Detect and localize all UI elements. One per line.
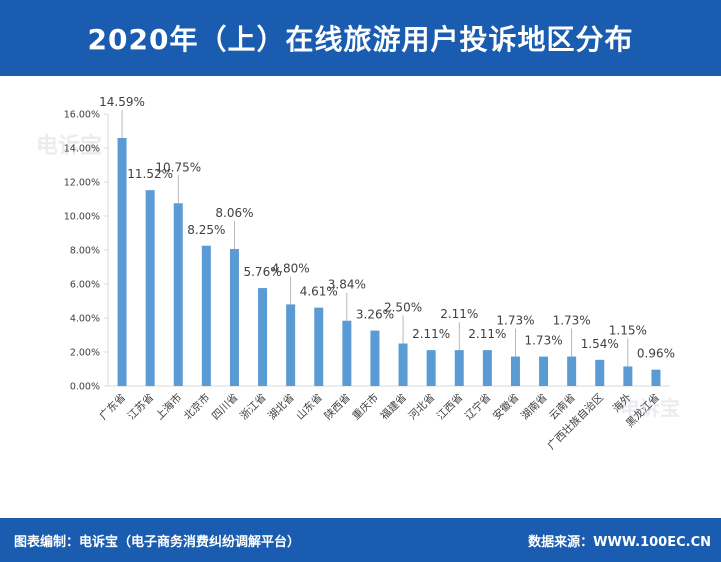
x-tick-label: 山东省 xyxy=(293,391,324,422)
x-tick-label: 安徽省 xyxy=(490,391,521,422)
y-tick-label: 4.00% xyxy=(70,314,100,325)
data-label: 1.73% xyxy=(553,314,591,328)
data-label: 5.76% xyxy=(243,265,281,279)
x-tick-label: 陕西省 xyxy=(322,391,353,422)
data-label: 2.11% xyxy=(440,307,478,321)
y-tick-label: 14.00% xyxy=(64,144,100,155)
bar xyxy=(145,190,155,386)
x-tick-label: 河北省 xyxy=(406,391,437,422)
x-tick-label: 福建省 xyxy=(378,391,409,422)
x-tick-label: 湖南省 xyxy=(518,391,549,422)
x-tick-label: 重庆市 xyxy=(350,391,381,422)
y-tick-label: 12.00% xyxy=(64,178,100,189)
data-label: 10.75% xyxy=(155,160,201,174)
bar xyxy=(651,369,661,386)
data-label: 2.11% xyxy=(468,327,506,341)
y-tick-label: 0.00% xyxy=(70,382,100,393)
data-label: 3.84% xyxy=(328,278,366,292)
page-title: 2020年（上）在线旅游用户投诉地区分布 xyxy=(87,23,634,56)
data-label: 1.73% xyxy=(524,334,562,348)
x-tick-label: 四川省 xyxy=(209,391,240,422)
bar xyxy=(623,366,633,386)
bar xyxy=(229,248,239,386)
data-label: 11.52% xyxy=(127,167,173,181)
data-label: 3.26% xyxy=(356,308,394,322)
bar xyxy=(314,307,324,386)
x-tick-label: 浙江省 xyxy=(237,391,268,422)
x-tick-label: 江西省 xyxy=(434,391,465,422)
data-label: 0.96% xyxy=(637,347,675,361)
x-tick-label: 海外 xyxy=(610,391,634,415)
x-tick-label: 广东省 xyxy=(97,391,128,422)
bar xyxy=(398,343,408,386)
data-label: 8.06% xyxy=(215,206,253,220)
footer-source: 数据来源：WWW.100EC.CN xyxy=(528,534,711,550)
data-label: 1.54% xyxy=(581,337,619,351)
bar xyxy=(510,356,520,386)
bar xyxy=(117,137,127,386)
bar xyxy=(567,356,577,386)
bar xyxy=(286,304,296,386)
data-label: 1.15% xyxy=(609,323,647,337)
x-tick-label: 上海市 xyxy=(153,391,184,422)
data-label: 8.25% xyxy=(187,223,225,237)
bar xyxy=(426,350,436,386)
bar xyxy=(258,288,268,386)
x-tick-label: 湖北省 xyxy=(265,391,296,422)
y-tick-label: 10.00% xyxy=(64,212,100,223)
y-tick-label: 6.00% xyxy=(70,280,100,291)
bar xyxy=(539,356,549,386)
bar xyxy=(370,330,380,386)
y-tick-label: 16.00% xyxy=(64,110,100,121)
x-tick-label: 江苏省 xyxy=(125,391,156,422)
x-tick-label: 北京市 xyxy=(181,391,212,422)
bar xyxy=(454,350,464,386)
y-tick-label: 2.00% xyxy=(70,348,100,359)
footer-bar: 图表编制：电诉宝（电子商务消费纠纷调解平台） 数据来源：WWW.100EC.CN xyxy=(0,518,721,562)
bar xyxy=(173,203,183,386)
bar xyxy=(595,359,605,386)
y-tick-label: 8.00% xyxy=(70,246,100,257)
data-label: 1.73% xyxy=(496,314,534,328)
data-label: 2.11% xyxy=(412,327,450,341)
bar xyxy=(482,350,492,386)
bar xyxy=(201,245,211,386)
data-label: 4.61% xyxy=(300,285,338,299)
x-tick-label: 辽宁省 xyxy=(462,391,493,422)
bar xyxy=(342,320,352,386)
footer-credit: 图表编制：电诉宝（电子商务消费纠纷调解平台） xyxy=(14,534,301,550)
data-label: 14.59% xyxy=(99,95,145,109)
data-label: 4.80% xyxy=(272,261,310,275)
data-label: 2.50% xyxy=(384,301,422,315)
bar-chart: 0.00% 2.00% 4.00% 6.00% 8.00% 10.00% 12.00% 14.… xyxy=(64,95,675,452)
chart-area: 0.00% 2.00% 4.00% 6.00% 8.00% 10.00% 12.00% 14.… xyxy=(0,76,721,506)
header-bar: 2020年（上）在线旅游用户投诉地区分布 xyxy=(0,0,721,76)
